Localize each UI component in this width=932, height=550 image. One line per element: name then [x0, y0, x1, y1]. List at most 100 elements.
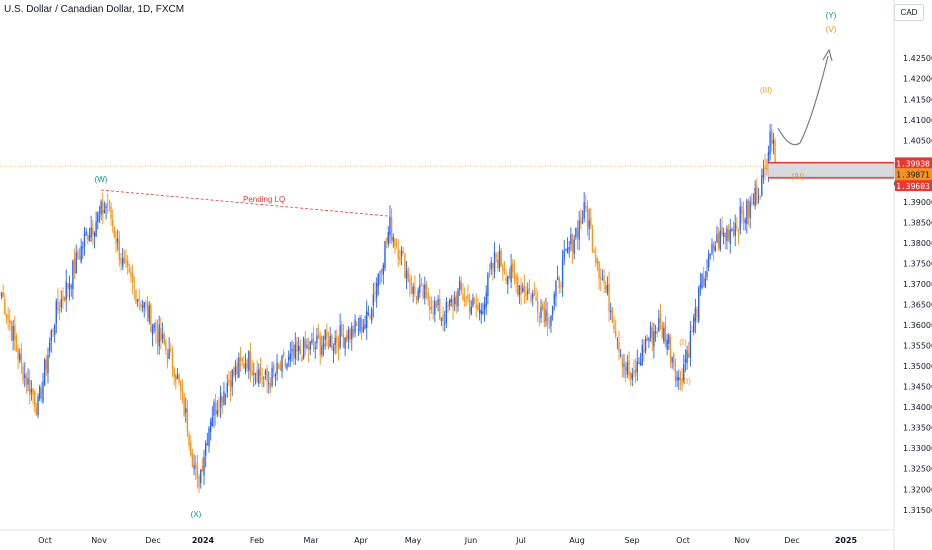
candle-body	[463, 299, 466, 302]
candle-body	[737, 232, 740, 233]
candle-body	[203, 456, 205, 476]
candle-body	[14, 325, 16, 340]
candle-body	[301, 357, 303, 362]
candle-body	[414, 286, 416, 293]
price-tick-label: 1.36000	[903, 321, 932, 330]
candle-body	[73, 258, 76, 274]
candle-body	[57, 299, 59, 310]
price-tick-label: 1.36500	[903, 301, 932, 310]
price-tick-label: 1.33500	[903, 424, 932, 433]
candle-body	[324, 329, 326, 341]
candle-body	[361, 318, 363, 333]
candle-body	[125, 260, 127, 264]
candle-body	[128, 268, 131, 272]
candle-body	[42, 381, 44, 402]
candle-body	[698, 287, 700, 321]
candle-body	[216, 410, 218, 415]
candle-body	[377, 274, 380, 286]
candle-body	[482, 311, 484, 314]
candle-body	[478, 310, 481, 314]
candle-body	[143, 302, 145, 309]
candle-body	[236, 363, 238, 375]
candle-body	[397, 249, 399, 259]
candle-body	[520, 285, 522, 295]
candle-body	[689, 330, 692, 358]
candle-body	[269, 383, 272, 389]
price-tick-label: 1.38000	[903, 239, 932, 248]
candle-body	[492, 262, 494, 268]
candle-body	[600, 277, 602, 280]
candle-body	[716, 234, 718, 243]
candle-body	[585, 205, 587, 208]
candle-body	[440, 318, 443, 322]
candle-body	[95, 221, 97, 237]
candle-body	[588, 220, 590, 229]
candle-body	[9, 319, 11, 323]
candle-body	[434, 301, 436, 315]
candle-body	[248, 350, 250, 371]
candle-body	[460, 282, 463, 292]
candle-body	[430, 306, 433, 310]
candle-body	[739, 206, 741, 231]
candle-body	[747, 200, 750, 217]
candle-body	[211, 417, 214, 426]
candle-body	[289, 353, 292, 360]
candle-body	[186, 409, 189, 432]
candle-body	[332, 346, 335, 352]
candle-body	[97, 212, 99, 223]
candle-body	[593, 251, 595, 253]
candle-body	[613, 324, 615, 330]
candle-body	[742, 210, 745, 222]
candle-body	[135, 290, 137, 304]
candle-body	[394, 238, 396, 246]
candle-body	[472, 297, 474, 306]
candle-body	[532, 294, 534, 299]
candle-body	[729, 229, 731, 244]
price-tick-label: 1.37500	[903, 259, 932, 268]
candle-body	[626, 362, 629, 375]
candle-body	[502, 265, 504, 272]
candle-body	[507, 276, 509, 285]
candle-body	[384, 241, 386, 269]
candle-body	[87, 234, 89, 240]
candle-body	[48, 342, 51, 352]
candle-body	[107, 205, 109, 206]
candle-body	[53, 324, 56, 335]
candle-body	[392, 237, 394, 242]
candle-body	[493, 252, 496, 272]
candle-body	[694, 308, 697, 322]
candle-body	[254, 372, 257, 375]
candle-body	[616, 339, 619, 341]
candle-body	[696, 309, 698, 318]
candle-body	[756, 184, 758, 204]
candle-body	[120, 257, 122, 264]
price-tick-label: 1.35000	[903, 362, 932, 371]
candle-body	[488, 270, 491, 272]
candle-body	[643, 348, 645, 353]
candle-body	[619, 354, 622, 356]
candle-body	[223, 391, 225, 405]
candle-body	[483, 304, 486, 311]
candle-body	[183, 393, 185, 416]
candle-body	[190, 442, 192, 456]
candle-body	[163, 333, 165, 345]
candle-body	[631, 372, 633, 381]
candles-layer	[0, 123, 776, 494]
candle-body	[170, 349, 172, 351]
candle-body	[374, 292, 376, 294]
candle-body	[415, 296, 418, 300]
price-tick-label: 1.34500	[903, 383, 932, 392]
candle-body	[131, 273, 134, 283]
candle-body	[226, 383, 228, 394]
candle-body	[241, 358, 243, 361]
chart-title: U.S. Dollar / Canadian Dollar, 1D, FXCM	[4, 4, 184, 15]
wave-label-x: (X)	[191, 510, 202, 519]
candle-body	[573, 239, 575, 255]
candle-body	[158, 324, 160, 347]
candle-body	[180, 381, 182, 391]
candle-body	[550, 315, 552, 327]
currency-selector[interactable]: CAD	[894, 4, 924, 21]
candle-body	[395, 243, 398, 246]
candle-body	[329, 335, 331, 347]
